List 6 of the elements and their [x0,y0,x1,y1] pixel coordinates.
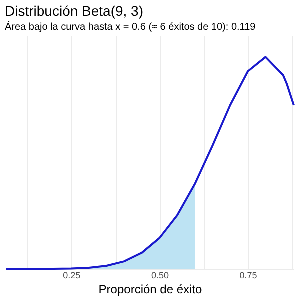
x-axis-title: Proporción de éxito [98,282,203,296]
x-tick-label: 0.25 [63,270,81,280]
chart-subtitle: Área bajo la curva hasta x = 0.6 (≈ 6 éxitos de 10): 0.119 [5,21,256,33]
x-tick-label: 0.75 [240,270,258,280]
chart-title: Distribución Beta(9, 3) [5,3,144,19]
x-tick-label: 0.50 [151,270,169,280]
